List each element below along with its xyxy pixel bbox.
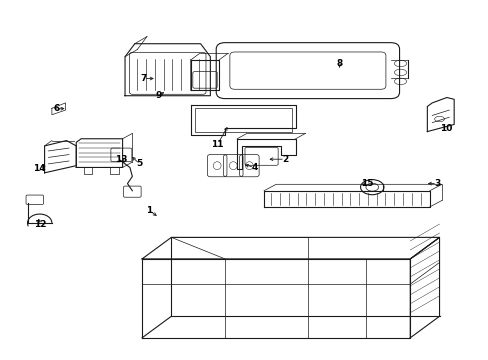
Text: 8: 8	[336, 59, 342, 68]
Text: 14: 14	[33, 164, 45, 173]
Text: 2: 2	[281, 155, 287, 164]
Text: 10: 10	[439, 124, 451, 133]
Text: 9: 9	[156, 91, 162, 100]
Text: 6: 6	[54, 104, 60, 113]
Text: 13: 13	[115, 155, 127, 164]
Text: 11: 11	[211, 140, 224, 149]
Text: 7: 7	[140, 74, 146, 83]
Text: 3: 3	[433, 179, 439, 188]
Text: 12: 12	[34, 220, 47, 229]
Text: 1: 1	[146, 206, 152, 215]
Text: 5: 5	[136, 159, 142, 168]
Text: 4: 4	[250, 163, 257, 172]
Text: 15: 15	[360, 179, 372, 188]
